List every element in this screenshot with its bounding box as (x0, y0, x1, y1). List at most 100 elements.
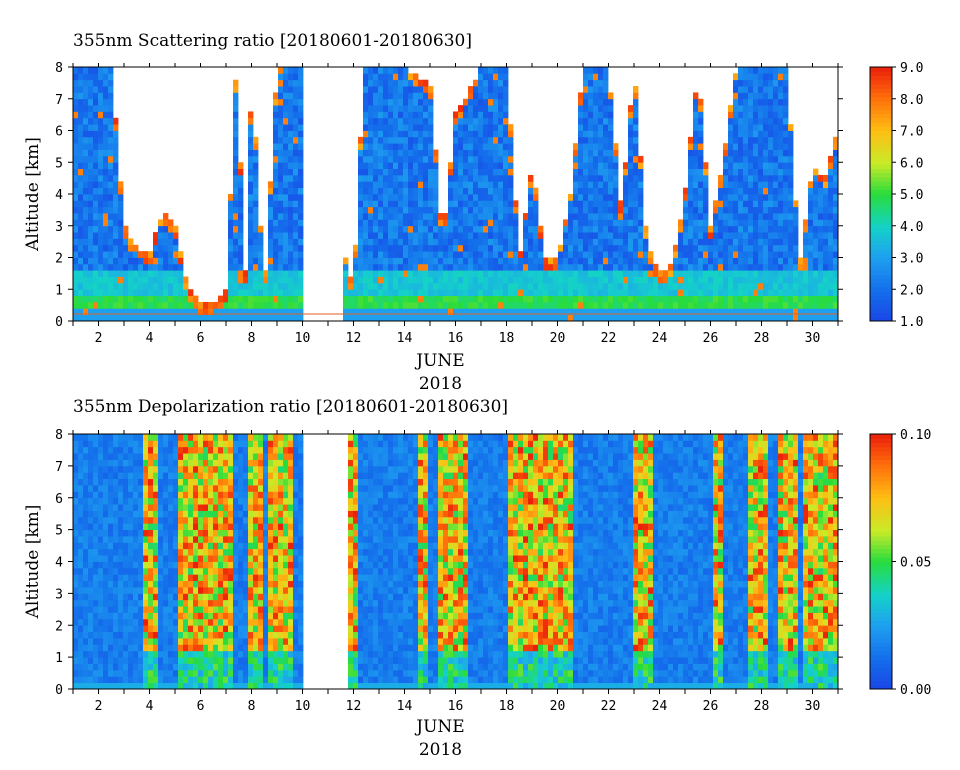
heatmap-cell (108, 314, 114, 322)
heatmap-cell (568, 200, 574, 208)
heatmap-cell (158, 587, 164, 594)
heatmap-cell (583, 149, 589, 157)
colorbar-segment (870, 109, 892, 115)
heatmap-cell (98, 149, 104, 157)
heatmap-cell (558, 251, 564, 258)
heatmap-cell (488, 136, 494, 144)
heatmap-cell (773, 130, 779, 138)
heatmap-cell (533, 282, 539, 290)
heatmap-cell (168, 491, 174, 499)
heatmap-cell (93, 504, 99, 511)
heatmap-cell (73, 244, 79, 252)
heatmap-cell (73, 542, 79, 550)
heatmap-cell (143, 459, 149, 467)
heatmap-cell (768, 181, 774, 189)
heatmap-cell (598, 79, 604, 87)
heatmap-cell (88, 504, 94, 511)
colorbar-segment (870, 67, 892, 72)
heatmap-cell (103, 181, 109, 189)
heatmap-cell (503, 289, 509, 296)
heatmap-cell (733, 213, 739, 220)
heatmap-cell (153, 497, 159, 505)
heatmap-cell (253, 187, 259, 195)
heatmap-cell (398, 168, 404, 176)
heatmap-cell (648, 270, 654, 277)
heatmap-cell (373, 194, 379, 201)
heatmap-cell (113, 124, 119, 131)
heatmap-cell (133, 263, 139, 271)
heatmap-cell (153, 459, 159, 467)
heatmap-cell (583, 162, 589, 169)
heatmap-cell (463, 213, 469, 220)
heatmap-cell (363, 213, 369, 220)
heatmap-cell (753, 238, 759, 246)
heatmap-cell (73, 504, 79, 511)
colorbar-segment (870, 223, 892, 229)
heatmap-cell (293, 282, 299, 290)
heatmap-cell (133, 536, 139, 543)
heatmap-cell (608, 168, 614, 176)
heatmap-cell (483, 238, 489, 246)
heatmap-cell (768, 105, 774, 112)
heatmap-cell (743, 289, 749, 296)
heatmap-cell (168, 434, 174, 441)
heatmap-cell (143, 270, 149, 277)
heatmap-cell (88, 536, 94, 543)
heatmap-cell (368, 79, 374, 87)
heatmap-cell (288, 149, 294, 157)
heatmap-cell (178, 548, 184, 556)
heatmap-cell (278, 98, 284, 106)
heatmap-cell (143, 314, 149, 322)
heatmap-cell (358, 213, 364, 220)
heatmap-cell (828, 232, 834, 239)
heatmap-cell (288, 213, 294, 220)
heatmap-cell (293, 289, 299, 296)
heatmap-cell (503, 213, 509, 220)
heatmap-cell (73, 644, 79, 652)
heatmap-cell (488, 238, 494, 246)
heatmap-cell (468, 238, 474, 246)
heatmap-cell (383, 251, 389, 258)
heatmap-cell (148, 308, 154, 316)
colorbar-segment (870, 232, 892, 237)
heatmap-cell (188, 567, 194, 575)
heatmap-cell (688, 219, 694, 227)
heatmap-cell (478, 143, 484, 150)
heatmap-cell (223, 301, 229, 309)
heatmap-cell (298, 301, 304, 309)
heatmap-cell (263, 270, 269, 277)
heatmap-cell (473, 162, 479, 169)
heatmap-cell (88, 459, 94, 467)
heatmap-cell (158, 618, 164, 626)
heatmap-cell (378, 270, 384, 277)
heatmap-cell (153, 485, 159, 492)
heatmap-cell (498, 308, 504, 316)
heatmap-cell (153, 523, 159, 531)
heatmap-cell (473, 187, 479, 195)
heatmap-cell (763, 79, 769, 87)
heatmap-cell (448, 276, 454, 284)
heatmap-cell (388, 181, 394, 189)
heatmap-cell (378, 105, 384, 112)
heatmap-cell (598, 155, 604, 163)
heatmap-cell (278, 168, 284, 176)
heatmap-cell (633, 200, 639, 208)
heatmap-cell (758, 73, 764, 81)
heatmap-cell (428, 149, 434, 157)
heatmap-cell (253, 276, 259, 284)
heatmap-cell (148, 682, 154, 690)
heatmap-cell (173, 244, 179, 252)
heatmap-cell (83, 485, 89, 492)
heatmap-cell (498, 295, 504, 303)
heatmap-cell (463, 162, 469, 169)
heatmap-cell (618, 308, 624, 316)
heatmap-cell (828, 181, 834, 189)
heatmap-cell (363, 155, 369, 163)
heatmap-cell (743, 232, 749, 239)
heatmap-cell (738, 155, 744, 163)
heatmap-cell (738, 194, 744, 201)
heatmap-cell (683, 219, 689, 227)
heatmap-cell (553, 270, 559, 277)
heatmap-cell (598, 257, 604, 265)
heatmap-cell (248, 155, 254, 163)
